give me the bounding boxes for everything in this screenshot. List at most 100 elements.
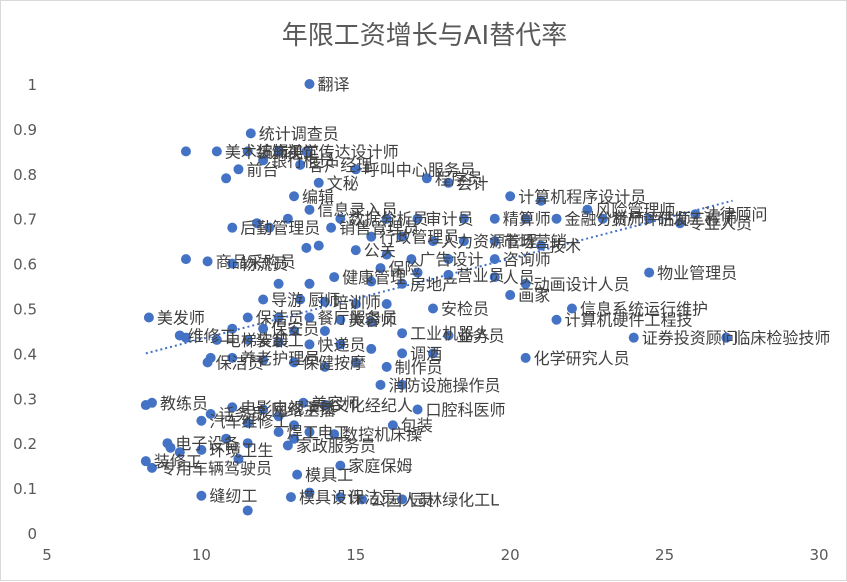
data-label-77: 计算机硬件工程技 xyxy=(565,311,693,330)
data-point-130 xyxy=(174,447,185,458)
axis-layer: 00.10.20.30.40.50.60.70.80.915 10 15 20 25 30 xyxy=(13,76,828,564)
data-label-135: 模具工 xyxy=(305,466,353,485)
data-point-4 xyxy=(242,146,253,157)
data-label-66: 培训师 xyxy=(333,293,381,312)
data-point-83 xyxy=(443,330,454,341)
data-point-51 xyxy=(227,258,238,269)
data-point-133 xyxy=(335,460,346,471)
data-label-65: 厨师 xyxy=(308,291,340,310)
y-tick-label-6: 0.6 xyxy=(13,256,37,274)
data-label-131: 装修工 xyxy=(154,452,202,471)
data-label-33: 后勤管理员 xyxy=(240,219,320,238)
data-point-85 xyxy=(180,332,191,343)
data-point-119 xyxy=(387,420,398,431)
data-point-44 xyxy=(350,245,361,256)
data-point-20 xyxy=(690,209,701,220)
data-label-71: 美发师 xyxy=(157,308,205,327)
data-point-67 xyxy=(350,299,361,310)
data-label-18: 信息录入员 xyxy=(317,201,397,220)
x-tick-label-4: 25 xyxy=(655,546,674,564)
data-label-87: 临床检验技师 xyxy=(734,329,830,348)
data-point-87 xyxy=(721,332,732,343)
data-label-10: 前台 xyxy=(246,160,278,179)
data-label-136: 缝纫工 xyxy=(209,487,257,506)
data-point-15 xyxy=(289,191,300,202)
data-point-76 xyxy=(366,316,377,327)
data-point-0 xyxy=(304,79,315,89)
x-tick-label-0: 5 xyxy=(42,546,52,564)
data-point-131 xyxy=(140,456,151,467)
data-label-75: 美容师 xyxy=(348,311,396,330)
data-label-113: 话务员 xyxy=(219,405,267,424)
data-label-44: 公关 xyxy=(364,241,396,260)
data-point-33 xyxy=(227,222,238,233)
data-label-8: 客户经理 xyxy=(308,156,372,175)
y-tick-label-5: 0.5 xyxy=(13,301,37,319)
data-point-115 xyxy=(412,404,423,415)
data-point-63 xyxy=(505,290,516,301)
data-label-31: 专业人员 xyxy=(688,214,752,233)
data-label-14: 会计 xyxy=(456,174,488,193)
data-point-39 xyxy=(458,236,469,247)
data-label-28: 金融分析师 xyxy=(565,210,645,229)
data-point-61 xyxy=(304,278,315,289)
data-label-41: 技术 xyxy=(549,237,581,256)
data-label-51: 物流员 xyxy=(240,255,288,274)
data-label-134: 专用车辆驾驶员 xyxy=(160,459,272,478)
data-point-92 xyxy=(335,339,346,350)
data-point-54 xyxy=(443,269,454,280)
data-point-50 xyxy=(202,256,213,267)
data-label-122: 数控机床操 xyxy=(342,425,422,444)
points-layer xyxy=(140,79,732,516)
data-point-65 xyxy=(295,294,306,305)
data-point-73 xyxy=(273,312,284,323)
data-point-28 xyxy=(551,213,562,224)
data-point-60 xyxy=(273,278,284,289)
data-point-117 xyxy=(242,417,253,428)
data-point-66 xyxy=(319,296,330,307)
data-label-84: 维修工 xyxy=(188,326,236,345)
data-point-95 xyxy=(428,348,438,359)
data-label-133: 家庭保姆 xyxy=(348,457,412,476)
data-point-38 xyxy=(428,236,438,247)
data-point-90 xyxy=(273,337,284,348)
data-point-86 xyxy=(628,332,639,343)
data-point-31 xyxy=(675,218,686,229)
data-point-34 xyxy=(264,222,275,233)
data-point-98 xyxy=(202,357,213,368)
data-label-29: 资产评估师 xyxy=(611,210,691,229)
data-point-53 xyxy=(412,267,423,278)
data-point-94 xyxy=(397,348,408,359)
y-tick-label-7: 0.7 xyxy=(13,211,37,229)
data-label-69: 安检员 xyxy=(441,300,489,319)
data-point-79 xyxy=(258,323,269,334)
data-point-81 xyxy=(319,325,330,336)
data-label-120: 焊工 xyxy=(287,423,319,442)
data-label-59: 房地产 xyxy=(410,275,458,294)
data-point-132 xyxy=(233,453,244,464)
data-point-77 xyxy=(551,314,562,325)
data-label-79: 保安员 xyxy=(271,320,319,339)
data-label-82: 工业机器人 xyxy=(410,324,490,343)
data-point-9 xyxy=(350,164,361,175)
data-label-89: 装卸工 xyxy=(256,331,304,350)
data-label-109: 电影电视演员 xyxy=(240,398,336,417)
data-point-58 xyxy=(366,276,377,287)
data-point-48 xyxy=(489,254,500,265)
data-point-70 xyxy=(566,303,577,314)
data-point-24 xyxy=(412,213,423,224)
y-tick-label-1: 0.1 xyxy=(13,480,37,498)
data-label-54: 营业员 xyxy=(456,266,504,285)
data-point-108 xyxy=(140,400,151,411)
data-point-23 xyxy=(381,213,392,224)
data-label-62: 动画设计人员 xyxy=(534,275,630,294)
x-tick-label-1: 10 xyxy=(192,546,211,564)
data-label-30: 研发工程师 xyxy=(657,210,737,229)
data-point-137 xyxy=(304,487,315,498)
data-point-56 xyxy=(644,267,655,278)
data-point-27 xyxy=(520,213,531,224)
data-label-5: 视觉传达设计师 xyxy=(287,142,399,161)
